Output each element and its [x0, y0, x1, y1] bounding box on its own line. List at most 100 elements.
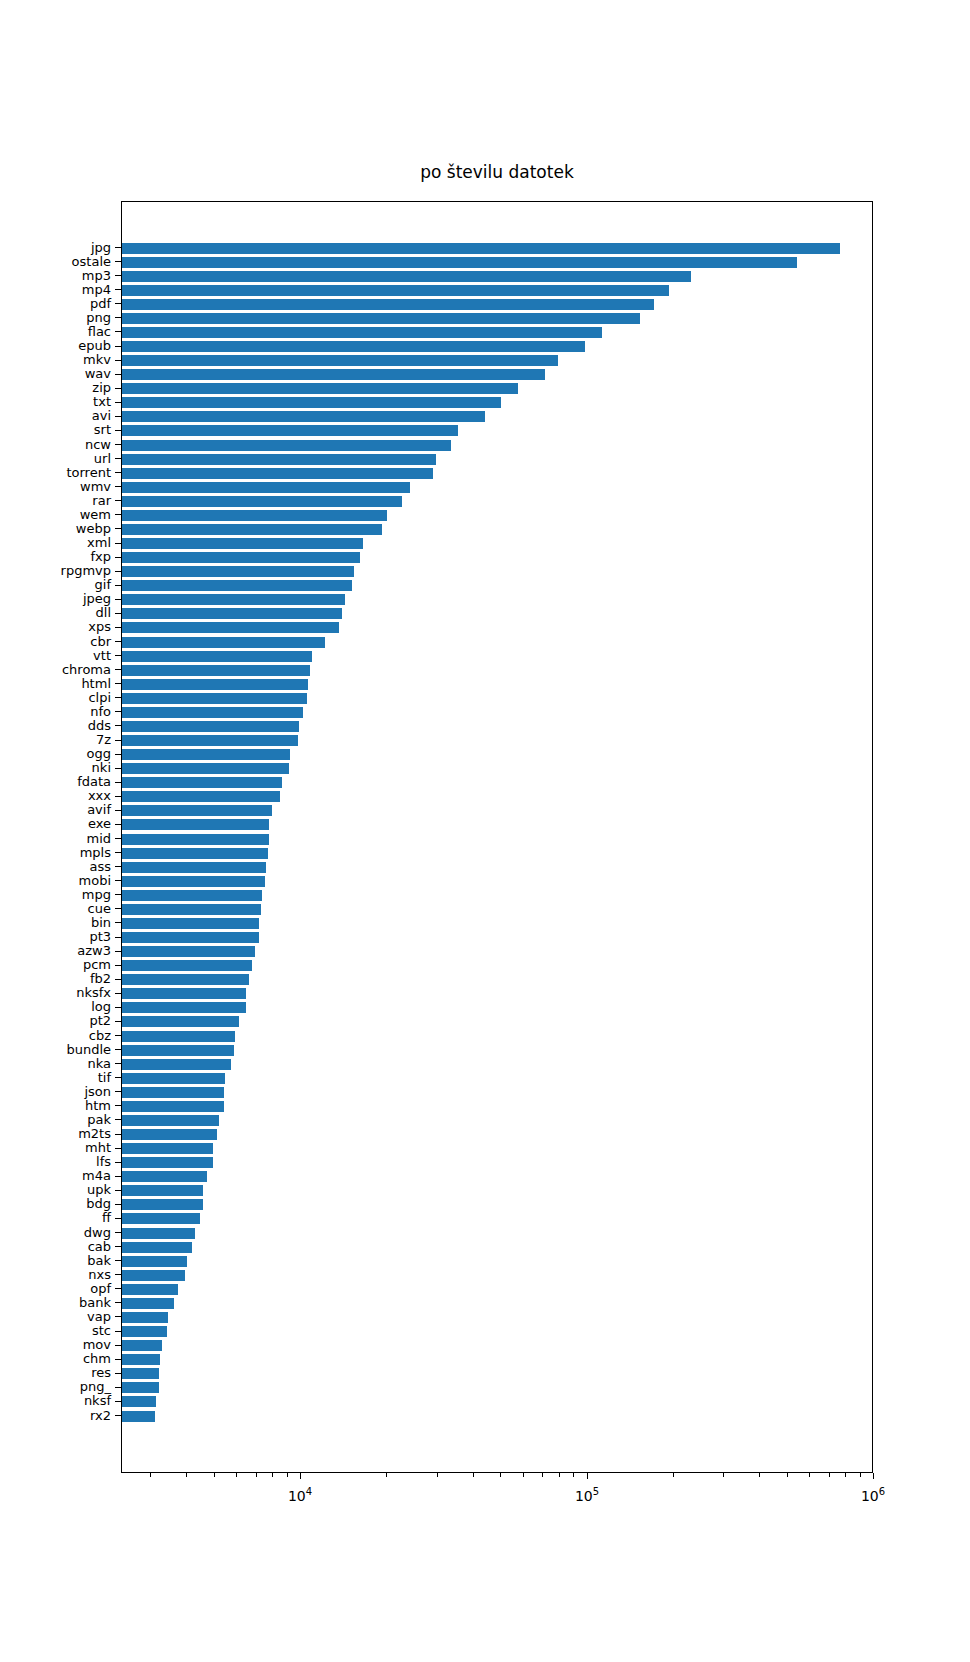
y-axis-tick — [115, 725, 121, 726]
y-axis-tick — [115, 1105, 121, 1106]
y-axis-tick — [115, 627, 121, 628]
y-tick-label: m2ts — [0, 1127, 111, 1140]
y-axis-tick — [115, 346, 121, 347]
y-tick-label: azw3 — [0, 944, 111, 957]
bar — [122, 1242, 192, 1253]
bar — [122, 1368, 159, 1379]
y-axis-tick — [115, 782, 121, 783]
y-tick-label: vap — [0, 1310, 111, 1323]
y-axis-tick — [115, 1077, 121, 1078]
y-tick-label: epub — [0, 339, 111, 352]
y-tick-label: wav — [0, 367, 111, 380]
y-tick-label: pdf — [0, 297, 111, 310]
y-tick-label: bdg — [0, 1197, 111, 1210]
x-axis-minor-tick — [809, 1473, 810, 1477]
y-tick-label: fdata — [0, 775, 111, 788]
y-axis-tick — [115, 1119, 121, 1120]
y-axis-tick — [115, 1049, 121, 1050]
x-tick-label: 104 — [288, 1484, 312, 1504]
bar — [122, 425, 458, 436]
bar — [122, 482, 410, 493]
y-axis-tick — [115, 993, 121, 994]
bar — [122, 749, 290, 760]
y-tick-label: gif — [0, 578, 111, 591]
bar — [122, 552, 360, 563]
x-axis-minor-tick — [673, 1473, 674, 1477]
y-tick-label: jpeg — [0, 592, 111, 605]
y-axis-tick — [115, 1162, 121, 1163]
bar — [122, 1256, 187, 1267]
y-axis-tick — [115, 275, 121, 276]
y-axis-tick — [115, 571, 121, 572]
y-tick-label: zip — [0, 381, 111, 394]
y-tick-label: xps — [0, 620, 111, 633]
y-axis-tick — [115, 951, 121, 952]
bar — [122, 651, 312, 662]
y-axis-tick — [115, 1176, 121, 1177]
y-axis-tick — [115, 1232, 121, 1233]
y-tick-label: dwg — [0, 1226, 111, 1239]
y-axis-tick — [115, 979, 121, 980]
y-tick-label: nka — [0, 1057, 111, 1070]
bar — [122, 1228, 195, 1239]
y-tick-label: bank — [0, 1296, 111, 1309]
bar — [122, 1312, 168, 1323]
y-axis-tick — [115, 894, 121, 895]
bar — [122, 1411, 155, 1422]
x-axis-minor-tick — [386, 1473, 387, 1477]
y-tick-label: webp — [0, 522, 111, 535]
y-axis-tick — [115, 1148, 121, 1149]
y-tick-label: png — [0, 311, 111, 324]
bar — [122, 524, 382, 535]
x-axis-major-tick — [300, 1473, 301, 1479]
bar — [122, 243, 840, 254]
y-tick-label: nksf — [0, 1394, 111, 1407]
x-axis-minor-tick — [214, 1473, 215, 1477]
y-tick-label: wmv — [0, 480, 111, 493]
bar — [122, 693, 307, 704]
y-tick-label: log — [0, 1000, 111, 1013]
x-axis-minor-tick — [256, 1473, 257, 1477]
bar — [122, 1157, 213, 1168]
y-tick-label: pak — [0, 1113, 111, 1126]
bar — [122, 777, 282, 788]
y-axis-tick — [115, 1190, 121, 1191]
y-tick-label: ass — [0, 860, 111, 873]
bar — [122, 622, 339, 633]
y-tick-label: stc — [0, 1324, 111, 1337]
bar — [122, 1045, 234, 1056]
x-axis-minor-tick — [272, 1473, 273, 1477]
bar — [122, 1115, 219, 1126]
y-tick-label: xml — [0, 536, 111, 549]
y-axis-tick — [115, 1288, 121, 1289]
y-axis-tick — [115, 458, 121, 459]
y-tick-label: bin — [0, 916, 111, 929]
bar — [122, 313, 640, 324]
y-tick-label: fb2 — [0, 972, 111, 985]
y-axis-tick — [115, 796, 121, 797]
y-tick-label: ncw — [0, 438, 111, 451]
y-tick-label: cbz — [0, 1029, 111, 1042]
y-tick-label: pt2 — [0, 1014, 111, 1027]
y-axis-tick — [115, 838, 121, 839]
bar — [122, 327, 602, 338]
y-axis-tick — [115, 1246, 121, 1247]
plot-area — [121, 201, 873, 1473]
y-tick-label: rx2 — [0, 1409, 111, 1422]
y-tick-label: torrent — [0, 466, 111, 479]
bar — [122, 904, 261, 915]
bar — [122, 1270, 185, 1281]
x-axis-minor-tick — [236, 1473, 237, 1477]
y-tick-label: xxx — [0, 789, 111, 802]
x-axis-minor-tick — [829, 1473, 830, 1477]
y-axis-tick — [115, 1260, 121, 1261]
y-tick-label: 7z — [0, 733, 111, 746]
bar — [122, 679, 308, 690]
bar — [122, 1129, 217, 1140]
y-tick-label: mp3 — [0, 269, 111, 282]
x-axis-minor-tick — [473, 1473, 474, 1477]
bar — [122, 299, 654, 310]
y-axis-tick — [115, 711, 121, 712]
bar — [122, 805, 272, 816]
y-tick-label: mkv — [0, 353, 111, 366]
